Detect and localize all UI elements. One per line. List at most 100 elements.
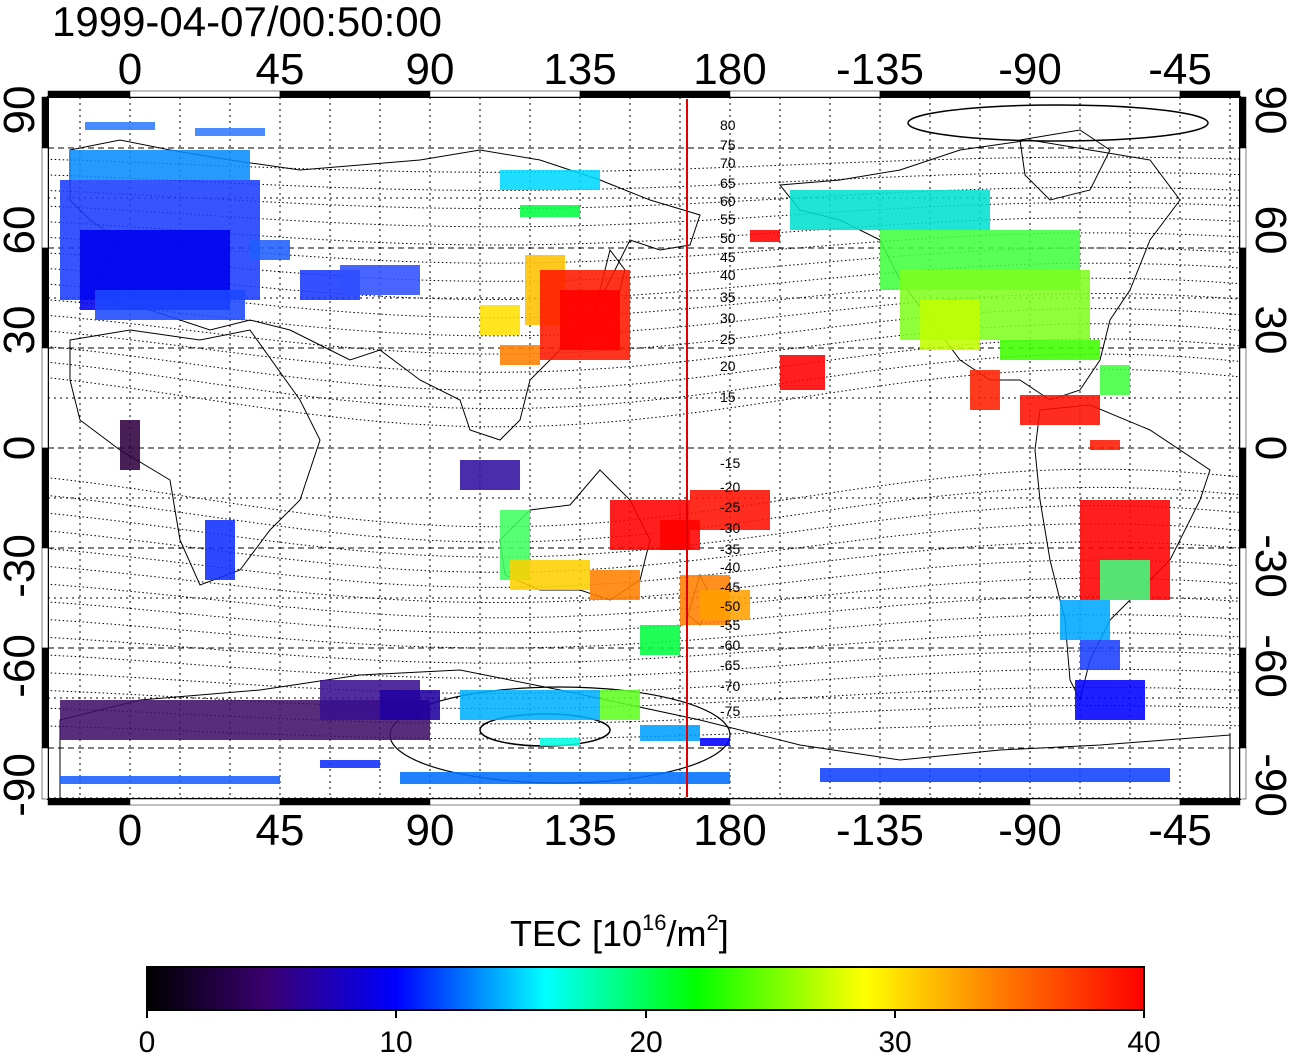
tec-patch <box>195 128 265 136</box>
right-axis-bar <box>1239 447 1247 549</box>
axis-bars <box>41 90 1247 806</box>
plot-title: 1999-04-07/00:50:00 <box>52 0 442 45</box>
bottom-axis-bar <box>279 798 431 806</box>
tec-patch <box>790 190 990 230</box>
tec-patch <box>750 230 780 242</box>
right-axis-bar <box>1239 147 1247 249</box>
contour-line <box>48 614 1240 649</box>
tec-patch <box>640 725 700 741</box>
contour-line <box>48 247 1240 282</box>
contour-line <box>48 262 1240 300</box>
right-axis-bar <box>1239 647 1247 749</box>
lon-tick-label: -45 <box>1148 45 1212 94</box>
bottom-axis-bar <box>129 798 281 806</box>
tec-patch <box>1100 560 1150 600</box>
lon-tick-label: -45 <box>1148 806 1212 855</box>
contour-label: -70 <box>720 678 740 694</box>
contour-label: -65 <box>720 657 740 673</box>
coastline <box>1019 129 1111 201</box>
contour-line <box>48 156 1240 173</box>
tec-patch <box>380 690 440 720</box>
contour-line <box>48 201 1240 228</box>
lat-tick-label: -30 <box>0 534 44 598</box>
left-axis-bar <box>41 447 49 549</box>
lon-tick-label: -135 <box>836 45 924 94</box>
colorbar-ticks: 0 10 20 30 40 <box>139 1010 1161 1057</box>
tec-patch <box>540 738 580 746</box>
tec-patch <box>660 520 700 550</box>
lon-tick-label: 135 <box>543 45 616 94</box>
contour-label: -45 <box>720 579 740 595</box>
contour-line <box>48 559 1240 603</box>
lat-tick-label: 30 <box>1246 306 1292 355</box>
colorbar-tick-label: 40 <box>1127 1026 1160 1057</box>
tec-patch <box>1100 365 1130 395</box>
contour-label: -20 <box>720 479 740 495</box>
contour-label: -30 <box>720 520 740 536</box>
contour-label: 50 <box>720 230 736 246</box>
lon-tick-label: 90 <box>406 806 455 855</box>
colorbar-tick-label: 30 <box>878 1026 911 1057</box>
tec-patch <box>600 690 640 720</box>
lat-tick-label: 90 <box>1246 86 1292 135</box>
tec-patch <box>520 205 580 217</box>
tec-patch <box>590 570 640 600</box>
contour-label: -50 <box>720 598 740 614</box>
contour-line <box>48 293 1240 337</box>
tec-patch <box>205 520 235 580</box>
colorbar-title: TEC [1016/m2] <box>510 910 729 954</box>
left-axis-bar <box>41 747 49 800</box>
right-axis-bar <box>1239 747 1247 800</box>
lon-tick-label: 0 <box>118 45 142 94</box>
lon-tick-label: -90 <box>998 45 1062 94</box>
tec-patch <box>250 240 290 260</box>
bottom-axis-bar <box>879 798 1031 806</box>
contour-label: 15 <box>720 389 736 405</box>
contour-line <box>48 596 1240 634</box>
contour-labels: 80 75 70 65 60 55 50 45 40 35 30 25 20 15 -15 -20 -25 -30… <box>720 117 740 719</box>
colorbar: TEC [1016/m2] 0 10 20 30 40 <box>139 910 1161 1057</box>
lon-tick-label: 0 <box>118 806 142 855</box>
contour-line <box>48 186 1240 210</box>
right-lat-ticks: 90 60 30 0 -30 -60 -90 <box>1246 86 1292 817</box>
tec-patch <box>1000 340 1100 360</box>
map-panel: 80 75 70 65 60 55 50 45 40 35 30 25 20 15 -15 -20 -25 -30… <box>0 45 1292 855</box>
lat-tick-label: -90 <box>1246 753 1292 817</box>
tec-patch <box>340 265 420 295</box>
tec-patch <box>1060 600 1110 640</box>
tec-patch <box>560 290 620 350</box>
lon-tick-label: -90 <box>998 806 1062 855</box>
right-axis-bar <box>1239 247 1247 349</box>
colorbar-tick-label: 20 <box>629 1026 662 1057</box>
tec-observations <box>60 122 1170 784</box>
tec-patch <box>1090 440 1120 450</box>
right-axis-bar <box>1239 96 1247 149</box>
tec-patch <box>500 345 540 365</box>
bottom-axis-bar <box>1179 798 1241 806</box>
contour-line <box>48 277 1240 319</box>
lon-tick-label: 45 <box>256 45 305 94</box>
contour-label: 60 <box>720 193 736 209</box>
tec-patch <box>1080 640 1120 670</box>
lat-tick-label: -60 <box>0 634 44 698</box>
left-axis-bar <box>41 347 49 449</box>
tec-patch <box>510 560 590 590</box>
contour-label: 70 <box>720 155 736 171</box>
tec-patch <box>95 290 245 320</box>
bottom-axis-bar <box>1029 798 1181 806</box>
tec-patch <box>460 460 520 490</box>
tec-patch <box>970 370 1000 410</box>
lat-tick-label: 60 <box>0 206 44 255</box>
contour-line <box>48 323 1240 373</box>
lat-tick-label: -90 <box>0 753 44 817</box>
contour-line <box>48 632 1240 664</box>
lat-tick-label: 0 <box>0 436 44 460</box>
tec-patch <box>640 625 680 655</box>
tec-patch <box>320 760 380 768</box>
bottom-axis-bar <box>729 798 881 806</box>
contour-label: -75 <box>720 703 740 719</box>
contour-label: 45 <box>720 249 736 265</box>
lon-tick-label: 90 <box>406 45 455 94</box>
tec-patch <box>700 590 750 620</box>
polar-oval-north <box>907 104 1209 142</box>
